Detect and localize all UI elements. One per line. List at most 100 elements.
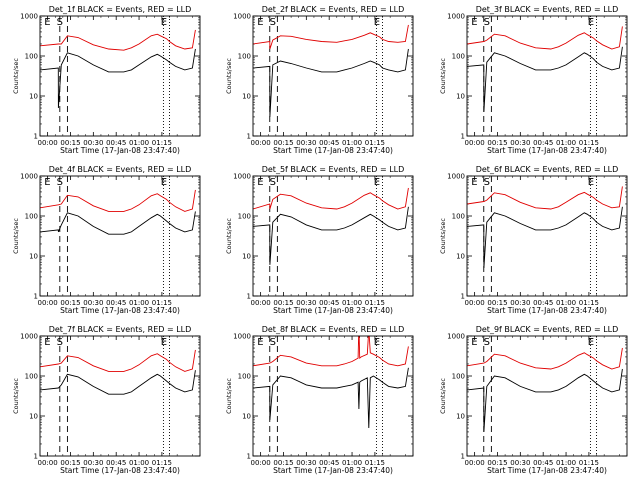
x-tick-label: 00:00	[465, 299, 485, 307]
series-events-line	[40, 48, 196, 109]
x-tick-label: 00:00	[38, 459, 58, 467]
marker-label-e2: E	[374, 17, 380, 28]
y-tick-label: 1000	[233, 13, 251, 21]
x-tick-label: 00:15	[487, 299, 507, 307]
y-tick-label: 1000	[20, 173, 38, 181]
y-tick-label: 100	[452, 373, 465, 381]
y-tick-label: 1000	[233, 333, 251, 341]
x-axis-label: Start Time (17-Jan-08 23:47:40)	[487, 146, 607, 155]
marker-label-e1: E	[257, 337, 263, 348]
x-tick-label: 00:15	[60, 459, 80, 467]
panel-title: Det_6f BLACK = Events, RED = LLD	[476, 165, 619, 174]
x-tick-label: 00:30	[510, 299, 530, 307]
x-tick-label: 00:00	[251, 139, 271, 147]
x-tick-label: 01:00	[129, 299, 149, 307]
panel-title: Det_4f BLACK = Events, RED = LLD	[49, 165, 192, 174]
marker-label-e1: E	[471, 177, 477, 188]
x-tick-label: 01:15	[579, 299, 599, 307]
y-tick-label: 100	[25, 53, 38, 61]
x-tick-label: 01:15	[152, 299, 172, 307]
y-tick-label: 10	[242, 93, 251, 101]
marker-label-e1: E	[44, 177, 50, 188]
marker-label-s: S	[57, 17, 63, 28]
x-tick-label: 00:30	[296, 299, 316, 307]
y-axis-label: Counts/sec	[439, 378, 447, 414]
x-tick-label: 01:15	[579, 459, 599, 467]
marker-label-s: S	[270, 17, 276, 28]
x-tick-label: 00:00	[38, 139, 58, 147]
y-tick-label: 100	[238, 53, 251, 61]
x-tick-label: 00:30	[83, 459, 103, 467]
y-tick-label: 1000	[20, 13, 38, 21]
x-tick-label: 00:15	[60, 299, 80, 307]
panel-title: Det_9f BLACK = Events, RED = LLD	[476, 325, 619, 334]
x-tick-label: 00:45	[106, 459, 126, 467]
x-axis-label: Start Time (17-Jan-08 23:47:40)	[60, 466, 180, 475]
marker-label-e2: E	[161, 337, 167, 348]
plot-frame	[466, 335, 628, 457]
plot-frame	[466, 175, 628, 297]
panel-det-2: Det_2f BLACK = Events, RED = LLD 1 10 100 10…	[225, 5, 414, 155]
y-tick-label: 1	[461, 293, 465, 301]
series-events-line	[253, 206, 409, 265]
y-tick-label: 10	[242, 413, 251, 421]
marker-label-s: S	[484, 177, 490, 188]
y-tick-label: 100	[238, 373, 251, 381]
x-tick-label: 01:15	[365, 459, 385, 467]
x-tick-label: 00:15	[60, 139, 80, 147]
panel-title: Det_5f BLACK = Events, RED = LLD	[262, 165, 405, 174]
panel-det-4: Det_4f BLACK = Events, RED = LLD 1 10 100 10…	[12, 165, 201, 315]
panel-title: Det_8f BLACK = Events, RED = LLD	[262, 325, 405, 334]
x-tick-label: 01:00	[342, 139, 362, 147]
x-tick-label: 01:00	[129, 459, 149, 467]
series-events-line	[40, 211, 196, 235]
y-tick-label: 1	[34, 453, 38, 461]
y-tick-label: 1000	[447, 333, 465, 341]
x-tick-label: 00:00	[251, 299, 271, 307]
marker-label-e2: E	[374, 177, 380, 188]
y-tick-label: 10	[456, 93, 465, 101]
marker-label-e2: E	[161, 17, 167, 28]
x-tick-label: 01:15	[152, 459, 172, 467]
panel-det-3: Det_3f BLACK = Events, RED = LLD 1 10 100 10…	[439, 5, 628, 155]
marker-label-e2: E	[588, 337, 594, 348]
x-axis-label: Start Time (17-Jan-08 23:47:40)	[487, 466, 607, 475]
x-tick-label: 00:45	[319, 459, 339, 467]
plot-frame	[252, 15, 414, 137]
marker-label-s: S	[484, 17, 490, 28]
panel-det-6: Det_6f BLACK = Events, RED = LLD 1 10 100 10…	[439, 165, 628, 315]
x-tick-label: 00:45	[533, 459, 553, 467]
x-tick-label: 01:15	[365, 299, 385, 307]
y-tick-label: 1	[247, 133, 251, 141]
x-tick-label: 00:30	[296, 139, 316, 147]
x-axis-label: Start Time (17-Jan-08 23:47:40)	[273, 466, 393, 475]
panel-det-1: Det_1f BLACK = Events, RED = LLD 1 10 100 10…	[12, 5, 201, 155]
panel-det-5: Det_5f BLACK = Events, RED = LLD 1 10 100 10…	[225, 165, 414, 315]
y-tick-label: 100	[452, 53, 465, 61]
y-axis-label: Counts/sec	[225, 58, 233, 94]
y-tick-label: 1000	[233, 173, 251, 181]
x-tick-label: 00:30	[510, 139, 530, 147]
y-axis-label: Counts/sec	[439, 58, 447, 94]
x-tick-label: 00:15	[487, 459, 507, 467]
x-axis-label: Start Time (17-Jan-08 23:47:40)	[273, 306, 393, 315]
x-tick-label: 00:00	[38, 299, 58, 307]
x-tick-label: 01:15	[579, 139, 599, 147]
plot-frame	[466, 15, 628, 137]
series-lld-line	[253, 336, 409, 367]
y-tick-label: 100	[25, 373, 38, 381]
x-tick-label: 00:00	[465, 459, 485, 467]
panel-det-7: Det_7f BLACK = Events, RED = LLD 1 10 100 10…	[12, 325, 201, 475]
y-axis-label: Counts/sec	[225, 218, 233, 254]
x-tick-label: 01:00	[556, 299, 576, 307]
x-tick-label: 00:30	[510, 459, 530, 467]
y-tick-label: 1000	[447, 13, 465, 21]
marker-label-e1: E	[44, 337, 50, 348]
x-tick-label: 00:30	[83, 299, 103, 307]
x-tick-label: 01:00	[556, 139, 576, 147]
y-tick-label: 100	[452, 213, 465, 221]
plot-frame	[39, 175, 201, 297]
panel-det-9: Det_9f BLACK = Events, RED = LLD 1 10 100 10…	[439, 325, 628, 475]
series-lld-line	[253, 187, 409, 210]
